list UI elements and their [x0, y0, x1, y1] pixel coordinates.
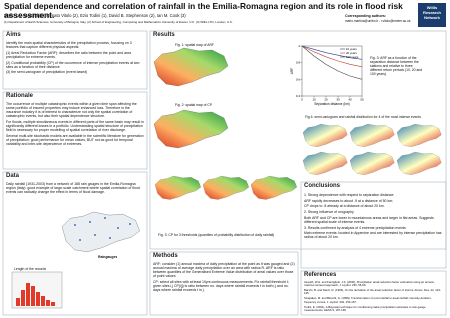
paragraph: The occurrence of multiple catastrophic … [6, 102, 137, 119]
arf-line [301, 45, 363, 60]
x-tick-label: 10 [312, 98, 316, 102]
paragraph: Sivapalan, M. and Bloschl, G. (1998), Tr… [304, 296, 432, 304]
fig2-caption: Fig. 2: spatial map of CP [175, 103, 213, 107]
histogram-label: Length of the records [14, 267, 47, 271]
paragraph: (2) Conditional probability (CP) of the … [6, 60, 140, 69]
data-text: Daily rainfall (1931-2003) from a networ… [6, 182, 144, 196]
y-tick-label: 1 [298, 44, 300, 48]
rationale-text: The occurrence of multiple catastrophic … [6, 102, 144, 148]
methods-text: ARF: consider (1) annual maxima of daily… [153, 262, 295, 294]
y-tick-label: 0.6 [296, 77, 301, 81]
contact: mario.martina@unibo.it - r.vitolo@exeter… [345, 19, 411, 23]
paragraph: (3) the semi-variogram of precipitation … [6, 70, 88, 75]
paragraph: (1) Areal Reduction Factor (ARF): descri… [6, 50, 132, 59]
x-tick-label: 30 [336, 98, 340, 102]
affiliations: (1) Department of Earth Sciences, Univer… [4, 20, 233, 24]
x-tick-label: 20 [324, 98, 328, 102]
y-tick-label: 0.4 [296, 94, 301, 98]
x-tick-label: 0 [301, 98, 303, 102]
map-label: Raingauges [98, 255, 118, 259]
fig3-caption: Fig. 3: ARF as a function of the separat… [370, 56, 423, 76]
aims-text: Identify the main spatial characteristic… [6, 41, 144, 76]
aims-heading: Aims [6, 32, 21, 38]
results-heading: Results [153, 32, 175, 38]
rationale-heading: Rationale [6, 93, 34, 99]
x-tick-label: 50 [360, 98, 364, 102]
contact-label: Corresponding authors: [345, 14, 387, 18]
paragraph: ARF: consider (1) annual maxima of daily… [153, 262, 295, 279]
fig4-caption: Fig 4: semi-variogram and rainfall distr… [305, 115, 421, 119]
references-heading: References [304, 272, 337, 278]
paragraph: Identify the main spatial characteristic… [6, 41, 132, 50]
conclusions-heading: Conclusions [304, 183, 341, 189]
title: Spatial dependence and correlation of ra… [4, 1, 403, 20]
paragraph: 2. Strong influence of orography [304, 210, 354, 215]
data-heading: Data [6, 173, 20, 179]
paragraph: ARF rapidly decreases to about .9 at a d… [304, 198, 394, 203]
paragraph: For floods, multiple simultaneous events… [6, 119, 144, 133]
paragraph: CP: select all sites with at least 10yrs… [153, 279, 289, 293]
arf-line [301, 45, 363, 80]
paragraph: 3. Results confirmed by analysis of 4 ex… [304, 225, 406, 230]
legend-label: 100 years [346, 55, 359, 59]
x-axis-label: Separation distance (km) [314, 102, 349, 106]
references-text: Asquith, W.H. and Famiglietti, J.S. (200… [304, 280, 443, 314]
fig1-caption: Fig. 1: spatial map of ARF [175, 43, 215, 47]
arf-line [301, 45, 363, 68]
section-frames [2, 30, 447, 316]
authors: Mario L.V. Martina (1), Renato Vitolo (2… [4, 13, 186, 18]
paragraph: Daily rainfall (1931-2003) from a networ… [6, 182, 140, 195]
legend-label: 20 years [346, 51, 357, 55]
y-tick-label: 0.8 [296, 61, 301, 65]
fig3cp-caption: Fig. 3: CP for 3 thresholds (quantiles o… [158, 233, 275, 237]
data-maps [11, 211, 141, 309]
methods-heading: Methods [153, 253, 178, 259]
conclusions-text: 1. Strong dependence with respect to sep… [304, 193, 443, 241]
logo-text: Willis Research Network [422, 5, 441, 20]
y-axis-label: ARF [290, 68, 294, 74]
legend-label: 10 years [346, 47, 357, 51]
willis-logo [418, 3, 446, 27]
paragraph: Both ARF and CP are lower in mountainous… [304, 215, 434, 224]
paragraph: CP drops to .8 already at a distance of … [304, 204, 385, 209]
paragraph: 1. Strong dependence with respect to sep… [304, 193, 395, 197]
x-tick-label: 40 [348, 98, 352, 102]
paragraph: Several multi-site stochastic models are… [6, 133, 144, 147]
paragraph: Main extreme events: located in Appenine… [304, 231, 442, 240]
paragraph: Todini, E. (2001), A Bayesian technique … [304, 304, 426, 312]
paragraph: Asquith, W.H. and Famiglietti, J.S. (200… [304, 280, 435, 288]
paragraph: Bacchi, B. and Ranzi, R. (1996), On the … [304, 288, 441, 296]
